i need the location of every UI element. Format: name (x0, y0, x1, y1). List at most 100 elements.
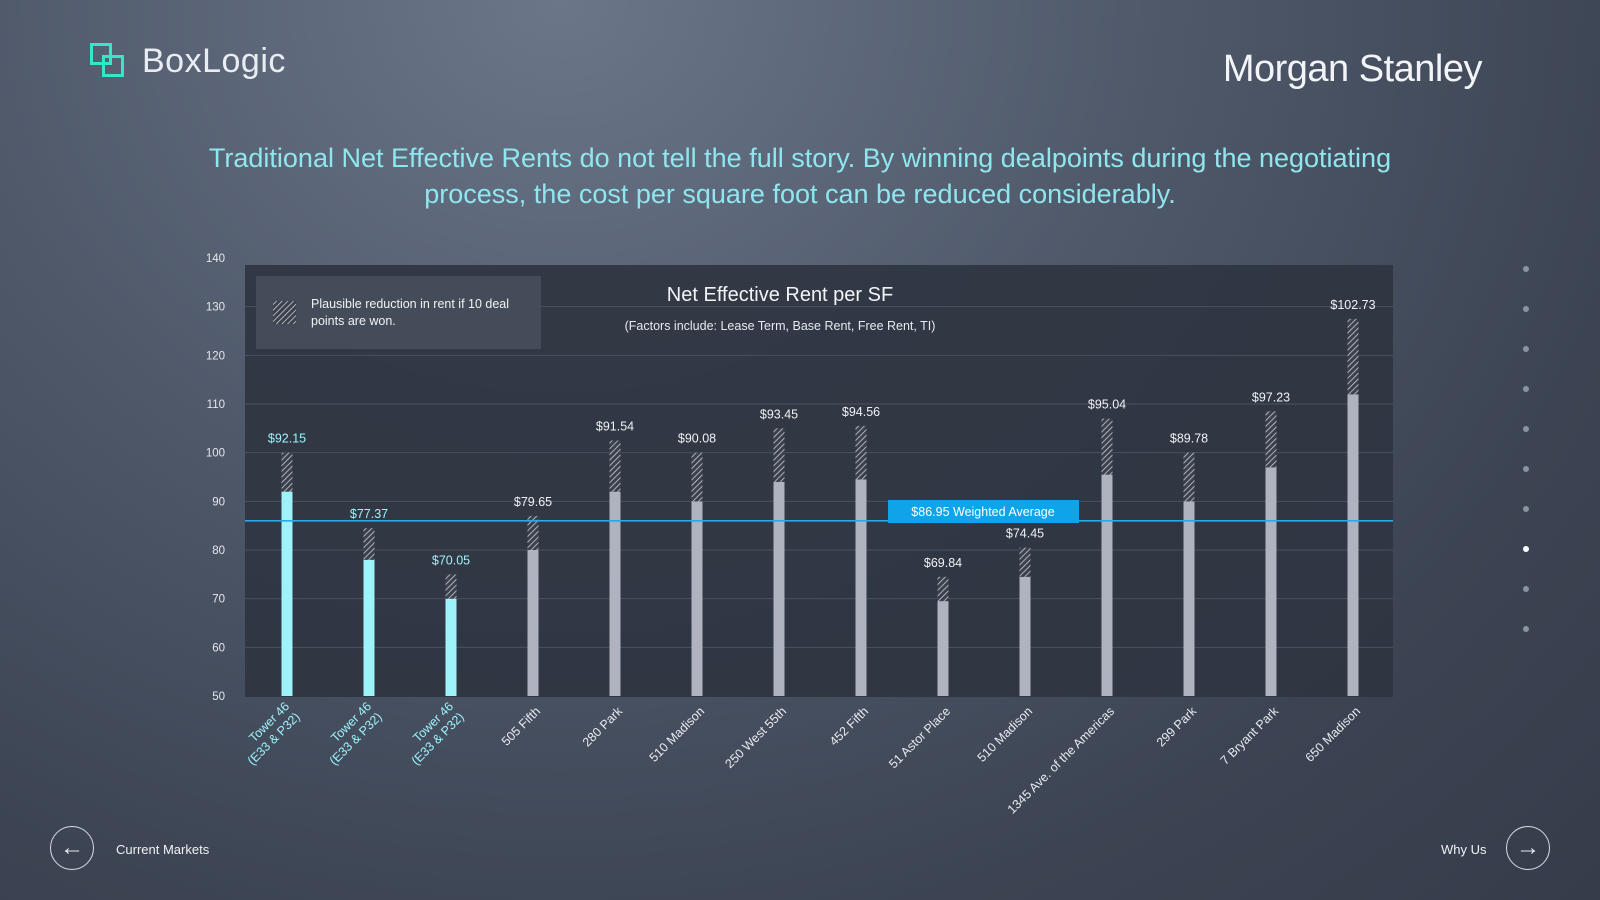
legend-text-line1: Plausible reduction in rent if 10 deal (311, 297, 509, 311)
y-tick-label: 60 (212, 642, 225, 654)
bar-value-label: $91.54 (596, 420, 634, 434)
pager-dot[interactable] (1523, 586, 1529, 592)
boxlogic-logo-text: BoxLogic (142, 42, 286, 80)
bar (1347, 394, 1359, 696)
x-tick-label-line: 250 West 55th (722, 704, 789, 771)
y-axis-ticks: 50 60 70 80 90 100 110 120 130 140 (206, 253, 225, 703)
bar (691, 501, 703, 696)
pager-dot[interactable] (1523, 506, 1529, 512)
reduction-bar (445, 574, 457, 599)
x-tick-label: Tower 46(E33 & P32) (409, 699, 467, 768)
pager-dot[interactable] (1523, 626, 1529, 632)
bar (527, 550, 539, 696)
average-label-box (888, 500, 1079, 523)
bar (445, 598, 457, 696)
x-tick-label-line: 452 Fifth (827, 704, 871, 748)
arrow-left-icon: ← (60, 834, 84, 861)
previous-label[interactable]: Current Markets (116, 842, 210, 857)
average-line-group: $86.95 Weighted Average (245, 500, 1393, 523)
previous-button[interactable]: ← (50, 826, 94, 870)
reduction-bar (773, 428, 785, 482)
bar-value-label: $102.73 (1330, 298, 1375, 312)
pager-dot[interactable] (1523, 386, 1529, 392)
x-tick-label-line: 280 Park (580, 704, 626, 750)
bar (1019, 576, 1031, 696)
x-tick-label: 299 Park (1154, 704, 1200, 750)
pager-dot[interactable] (1523, 546, 1529, 552)
legend-box (256, 276, 541, 349)
bar-value-label: $93.45 (760, 407, 798, 421)
pager-dot[interactable] (1523, 266, 1529, 272)
x-tick-label: 7 Bryant Park (1218, 704, 1282, 768)
bar (609, 491, 621, 696)
pager-dot[interactable] (1523, 346, 1529, 352)
bar (937, 601, 949, 696)
reduction-bar (281, 452, 293, 492)
x-tick-label: 650 Madison (1303, 704, 1364, 765)
legend-text-line2: points are won. (311, 314, 396, 328)
reduction-bar (527, 515, 539, 550)
legend: Plausible reduction in rent if 10 deal p… (256, 276, 541, 349)
bar (1183, 501, 1195, 696)
x-tick-label-line: 51 Astor Place (886, 704, 953, 771)
bar (363, 559, 375, 696)
bar-value-label: $79.65 (514, 495, 552, 509)
y-tick-label: 70 (212, 594, 225, 606)
x-tick-label: 510 Madison (975, 704, 1036, 765)
y-tick-label: 80 (212, 545, 225, 557)
morgan-stanley-logo: Morgan Stanley (1222, 48, 1483, 90)
boxlogic-logo: BoxLogic (90, 42, 286, 81)
y-tick-label: 110 (207, 399, 225, 411)
legend-hatch-swatch (273, 301, 296, 324)
reduction-bar (1265, 411, 1277, 468)
reduction-bar (609, 440, 621, 492)
bar-value-label: $92.15 (268, 432, 306, 446)
bar-value-label: $74.45 (1006, 527, 1044, 541)
x-tick-label-line: 299 Park (1154, 704, 1200, 750)
y-tick-label: 100 (206, 448, 225, 460)
x-tick-label-line: 650 Madison (1303, 704, 1364, 765)
y-tick-label: 140 (206, 253, 225, 265)
x-tick-label-line: 505 Fifth (499, 704, 543, 748)
x-tick-label: 510 Madison (647, 704, 708, 765)
pager-dot[interactable] (1523, 466, 1529, 472)
page-headline: Traditional Net Effective Rents do not t… (208, 143, 1392, 209)
reduction-bar (691, 452, 703, 502)
reduction-bar (1101, 418, 1113, 475)
reduction-bar (855, 425, 867, 480)
average-label: $86.95 Weighted Average (911, 505, 1054, 519)
bar-value-label: $90.08 (678, 432, 716, 446)
y-tick-label: 50 (212, 691, 225, 703)
bar-value-label: $94.56 (842, 405, 880, 419)
bar-value-label: $70.05 (432, 553, 470, 567)
bar-value-label: $77.37 (350, 507, 388, 521)
x-axis-labels: Tower 46(E33 & P32) Tower 46(E33 & P32) To… (245, 699, 1364, 816)
x-tick-label: Tower 46(E33 & P32) (327, 699, 385, 768)
pager-dot[interactable] (1523, 426, 1529, 432)
next-button[interactable]: → (1506, 826, 1550, 870)
boxlogic-logo-icon (90, 42, 128, 81)
reduction-bar (363, 528, 375, 560)
y-tick-label: 120 (206, 350, 225, 362)
next-label[interactable]: Why Us (1441, 842, 1487, 857)
reduction-bar (937, 576, 949, 602)
bar (1265, 467, 1277, 696)
x-tick-label: 452 Fifth (827, 704, 871, 748)
x-tick-label: 280 Park (580, 704, 626, 750)
pager-dot[interactable] (1523, 306, 1529, 312)
bar-value-label: $97.23 (1252, 390, 1290, 404)
bar (281, 491, 293, 696)
arrow-right-icon: → (1516, 834, 1540, 861)
y-tick-label: 130 (206, 302, 225, 314)
reduction-bar (1183, 452, 1195, 502)
y-tick-label: 90 (212, 496, 225, 508)
bar-value-label: $69.84 (924, 556, 962, 570)
bar-value-label: $95.04 (1088, 398, 1126, 412)
bar-value-label: $89.78 (1170, 432, 1208, 446)
chart-subtitle: (Factors include: Lease Term, Base Rent,… (625, 319, 936, 333)
bar (773, 481, 785, 696)
bars: $92.15 $77.37 $70.05 $79.65 $91.54 $90.08 $93.… (268, 298, 1376, 696)
reduction-bar (1019, 547, 1031, 577)
x-tick-label: Tower 46(E33 & P32) (245, 699, 303, 768)
